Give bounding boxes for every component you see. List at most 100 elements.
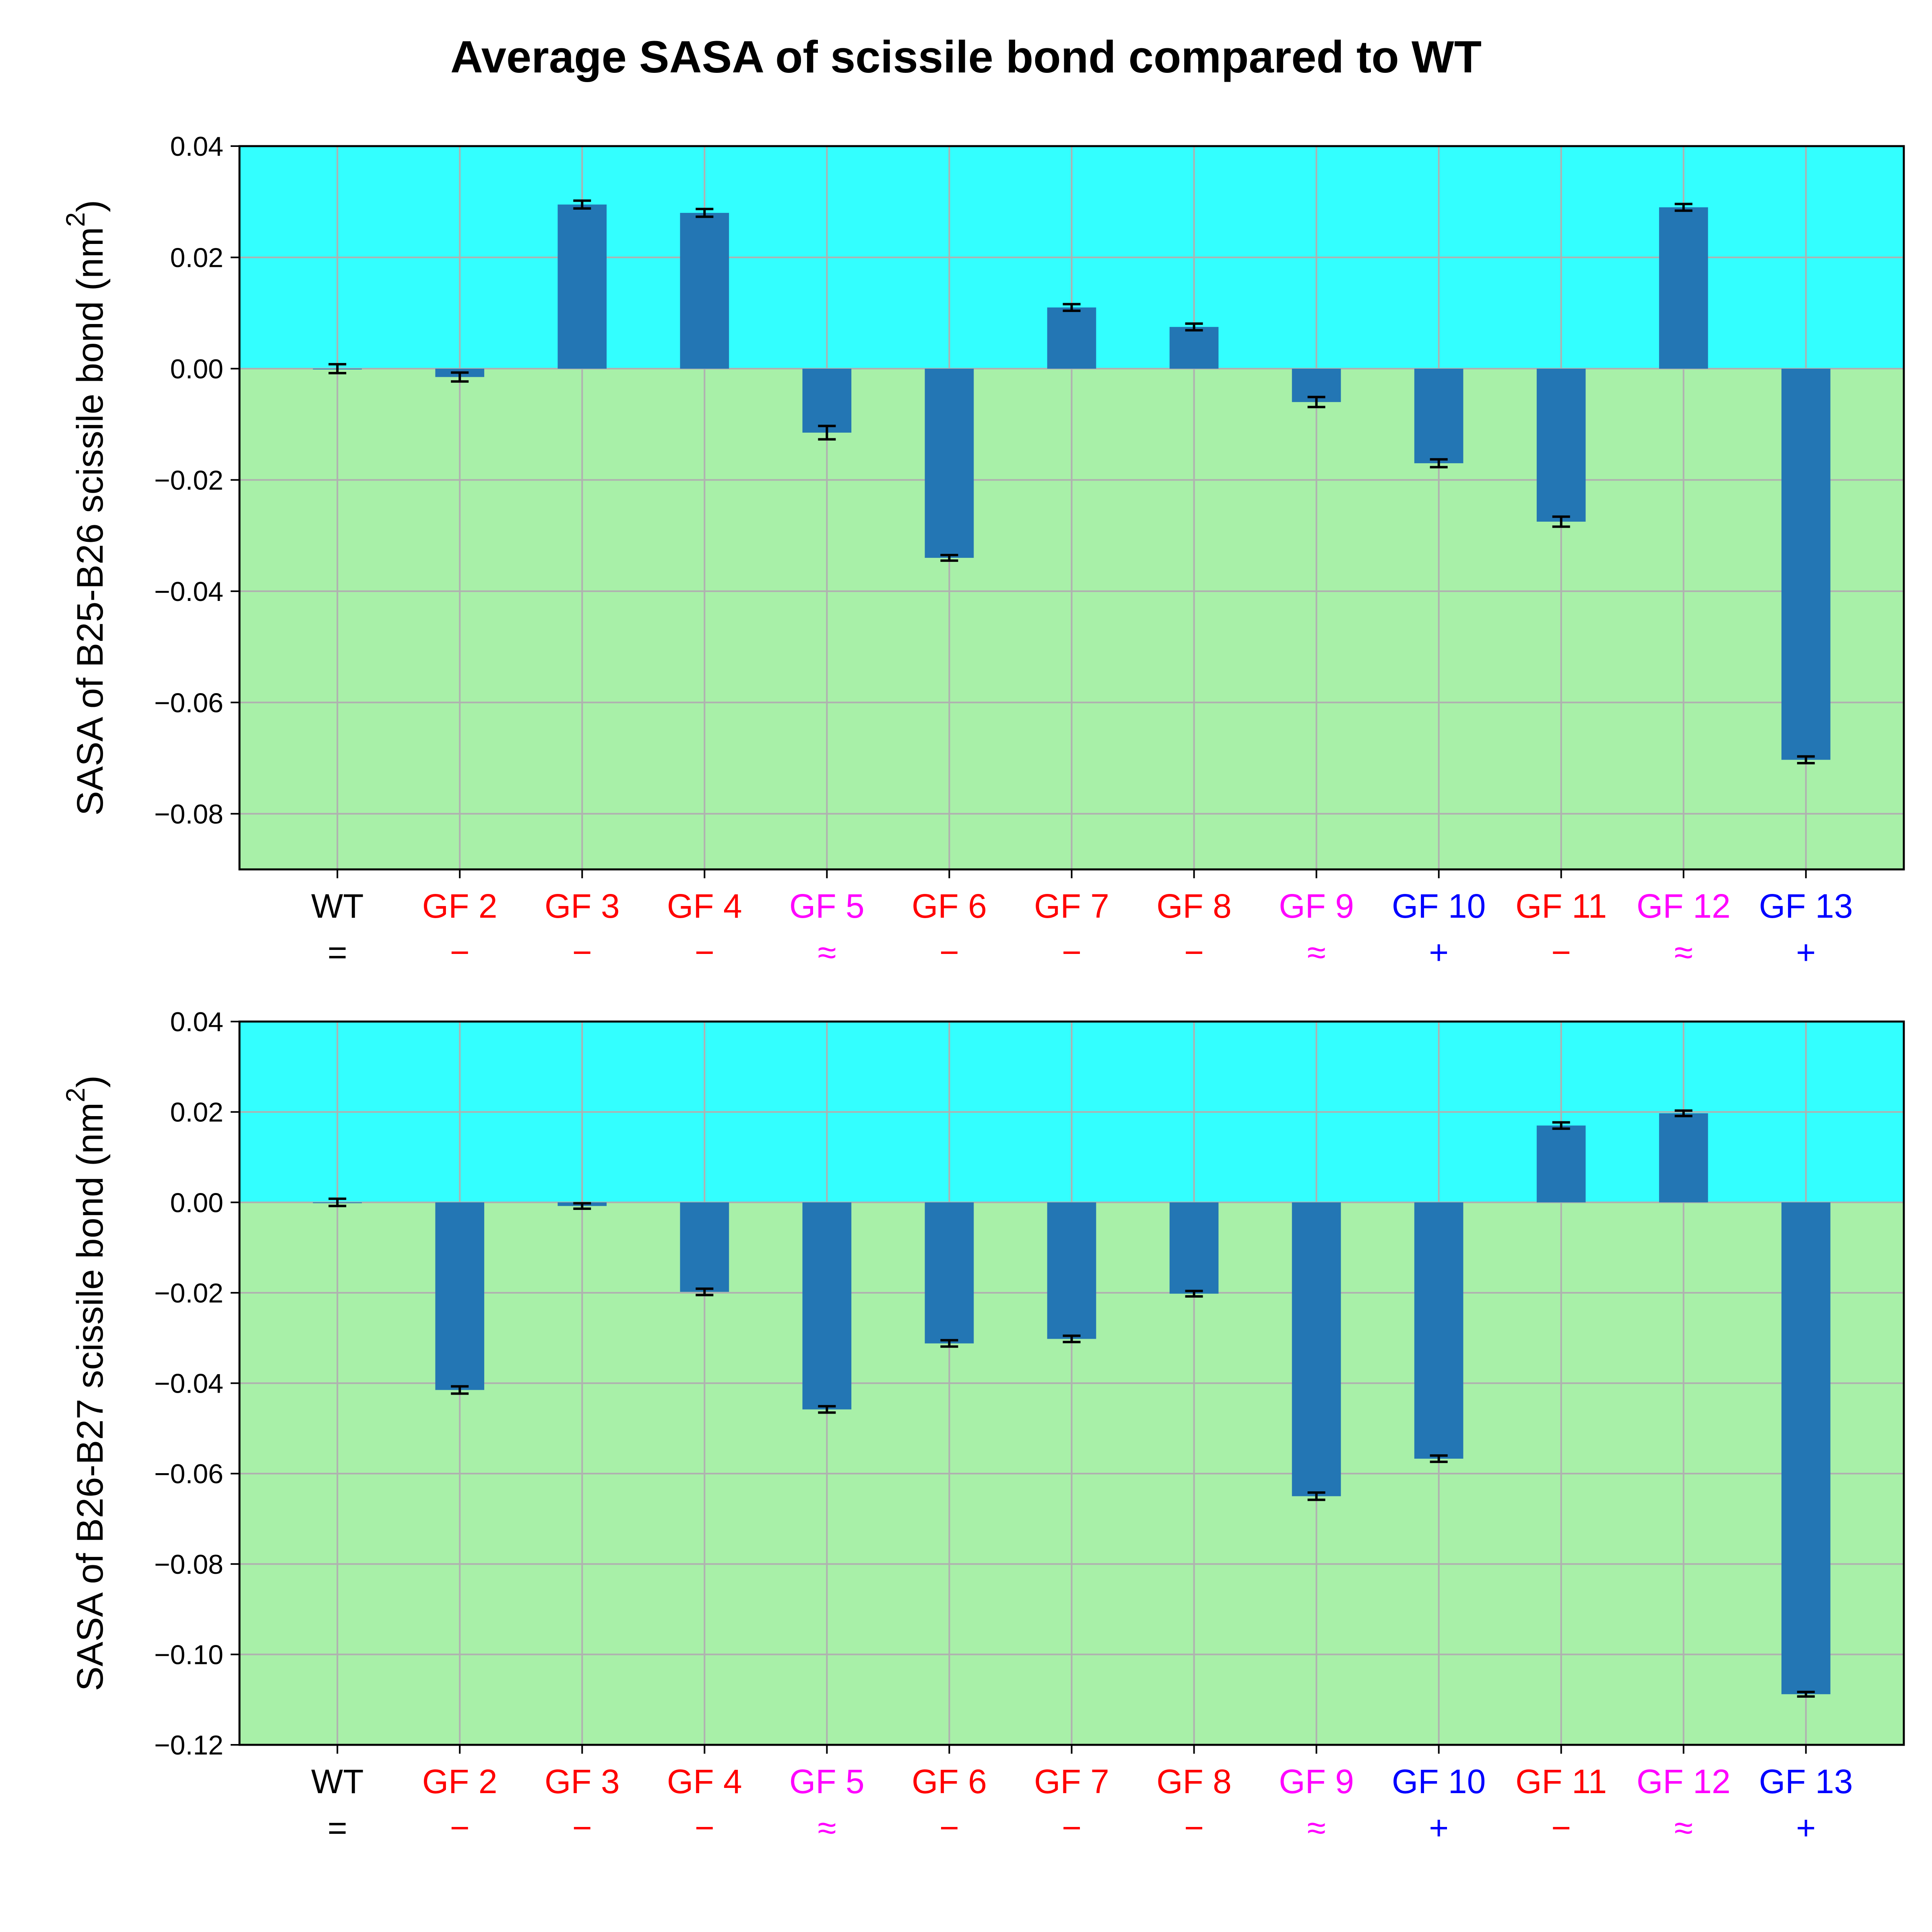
x-category-label: GF 13 — [1759, 1763, 1853, 1800]
bar — [1047, 1202, 1096, 1339]
x-category-symbol: − — [450, 1809, 470, 1847]
bar — [1659, 1113, 1708, 1203]
y-tick-label: 0.00 — [170, 1187, 223, 1218]
x-category-label: GF 5 — [789, 887, 865, 925]
x-category-label: GF 9 — [1279, 1763, 1354, 1800]
x-category-symbol: ≈ — [1307, 1809, 1326, 1847]
x-category-symbol: − — [1062, 933, 1082, 971]
x-category-label: GF 10 — [1392, 1763, 1486, 1800]
x-category-symbol: + — [1429, 1809, 1449, 1847]
x-category-label: GF 9 — [1279, 887, 1354, 925]
x-category-symbol: − — [572, 1809, 592, 1847]
x-category-symbol: − — [939, 1809, 959, 1847]
bar — [1169, 327, 1219, 369]
x-category-symbol: − — [572, 933, 592, 971]
y-tick-label: −0.10 — [154, 1639, 223, 1670]
y-tick-label: −0.08 — [154, 1549, 223, 1580]
y-tick-label: 0.00 — [170, 354, 223, 384]
x-category-label: GF 3 — [545, 887, 620, 925]
bar — [557, 204, 607, 369]
y-axis-label-main: SASA of B26-B27 scissile bond (nm — [70, 1102, 111, 1691]
top-panel: 0.04 0.02 0.00 −0.02 −0.04 −0.06 −0.08 WT = GF 2 −… — [60, 131, 1905, 971]
x-category-symbol: − — [695, 933, 714, 971]
x-category-symbol: + — [1429, 933, 1449, 971]
y-tick-label: −0.08 — [154, 799, 223, 830]
x-category-label: GF 12 — [1637, 1763, 1730, 1800]
x-category-label: WT — [311, 1763, 364, 1800]
bar — [1414, 1202, 1463, 1459]
x-category-symbol: − — [1551, 1809, 1571, 1847]
y-axis-label-main: SASA of B25-B26 scissile bond (nm — [70, 227, 111, 816]
x-category-label: GF 11 — [1515, 887, 1607, 925]
y-tick-label: −0.04 — [154, 576, 223, 607]
x-category-symbol: − — [450, 933, 470, 971]
x-category-label: GF 13 — [1759, 887, 1853, 925]
y-tick-label: −0.02 — [154, 465, 223, 495]
x-category-symbol: ≈ — [817, 1809, 836, 1847]
x-category-symbol: ≈ — [1674, 1809, 1693, 1847]
x-category-label: GF 5 — [789, 1763, 865, 1800]
bar — [1659, 207, 1708, 369]
x-category-symbol: + — [1796, 1809, 1816, 1847]
bar — [680, 213, 729, 369]
bar — [925, 368, 974, 558]
x-category-label: GF 3 — [545, 1763, 620, 1800]
y-tick-label: −0.06 — [154, 687, 223, 718]
x-category-symbol: − — [939, 933, 959, 971]
x-category-label: GF 6 — [912, 1763, 987, 1800]
y-axis-label-close: ) — [70, 200, 111, 213]
y-axis-label: SASA of B26-B27 scissile bond (nm2) — [60, 1075, 111, 1691]
y-tick-label: −0.04 — [154, 1368, 223, 1399]
bar — [1292, 1202, 1341, 1496]
bottom-panel: 0.04 0.02 0.00 −0.02 −0.04 −0.06 −0.08 −0.10 −0.… — [60, 1007, 1905, 1847]
y-axis-label: SASA of B25-B26 scissile bond (nm2) — [60, 200, 111, 816]
bar — [1047, 307, 1096, 369]
y-axis-label-superscript: 2 — [60, 1088, 90, 1102]
x-category-label: GF 7 — [1034, 1763, 1109, 1800]
y-tick-label: −0.06 — [154, 1459, 223, 1489]
x-category-symbol: − — [1551, 933, 1571, 971]
y-tick-label: 0.04 — [170, 131, 223, 162]
x-category-symbol: − — [1062, 1809, 1082, 1847]
y-tick-label: 0.02 — [170, 1097, 223, 1128]
bar — [925, 1202, 974, 1344]
x-category-label: GF 8 — [1156, 887, 1232, 925]
bar — [435, 1202, 485, 1390]
x-category-symbol: − — [1184, 1809, 1204, 1847]
x-category-label: GF 2 — [422, 887, 497, 925]
x-category-label: GF 4 — [667, 1763, 742, 1800]
x-category-symbol: ≈ — [817, 933, 836, 971]
x-category-label: GF 7 — [1034, 887, 1109, 925]
y-axis-label-close: ) — [70, 1075, 111, 1088]
x-category-label: GF 4 — [667, 887, 742, 925]
bar — [1414, 368, 1463, 463]
x-category-symbol: ≈ — [1674, 933, 1693, 971]
x-category-label: WT — [311, 887, 364, 925]
bar — [1169, 1202, 1219, 1294]
y-axis-label-superscript: 2 — [60, 212, 90, 227]
x-category-symbol: ≈ — [1307, 933, 1326, 971]
bar — [1536, 1125, 1586, 1203]
x-category-symbol: + — [1796, 933, 1816, 971]
x-category-label: GF 8 — [1156, 1763, 1232, 1800]
bar — [1781, 368, 1831, 760]
y-tick-label: −0.02 — [154, 1278, 223, 1309]
bar — [802, 1202, 852, 1410]
x-category-symbol: − — [1184, 933, 1204, 971]
y-tick-label: −0.12 — [154, 1730, 223, 1761]
x-category-label: GF 2 — [422, 1763, 497, 1800]
bar — [802, 368, 852, 433]
bar — [1781, 1202, 1831, 1695]
x-category-label: GF 10 — [1392, 887, 1486, 925]
x-category-label: GF 6 — [912, 887, 987, 925]
bar — [680, 1202, 729, 1292]
y-tick-label: 0.02 — [170, 242, 223, 273]
y-tick-label: 0.04 — [170, 1007, 223, 1037]
x-category-symbol: − — [695, 1809, 714, 1847]
x-category-label: GF 12 — [1637, 887, 1730, 925]
x-category-symbol: = — [328, 933, 347, 971]
chart-title: Average SASA of scissile bond compared t… — [450, 32, 1482, 82]
x-category-label: GF 11 — [1515, 1763, 1607, 1800]
x-category-symbol: = — [328, 1809, 347, 1847]
